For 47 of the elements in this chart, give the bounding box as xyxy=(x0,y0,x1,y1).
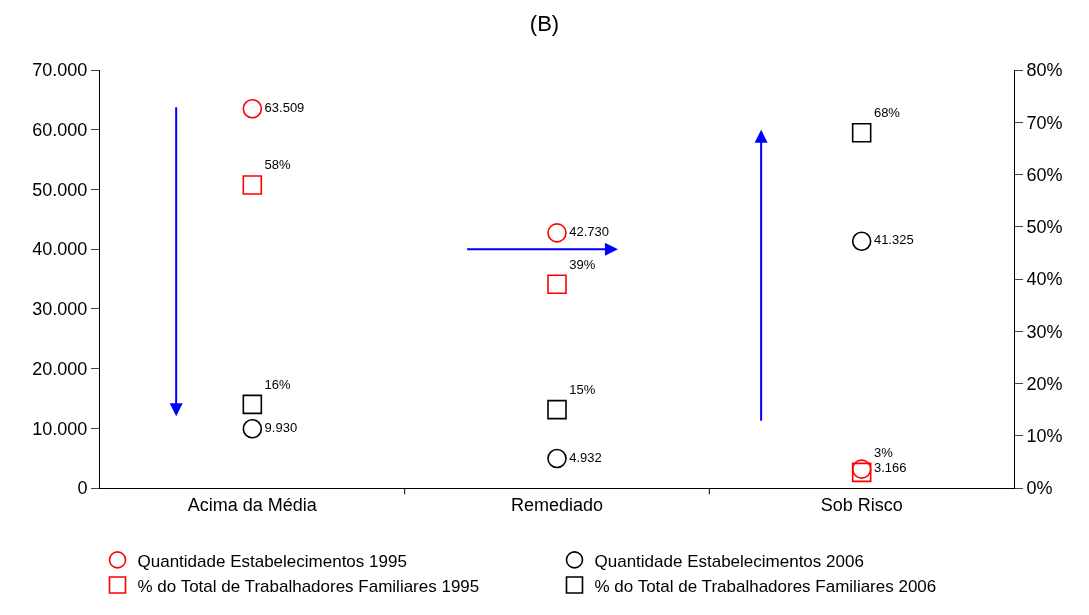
data-label: 3% xyxy=(873,444,894,460)
y2-tick-label: 20% xyxy=(1026,373,1063,394)
point xyxy=(547,274,567,295)
y2-tick-label: 40% xyxy=(1026,269,1063,290)
x-tick-label: Sob Risco xyxy=(820,494,903,515)
data-label: 16% xyxy=(264,376,292,392)
point xyxy=(547,448,567,469)
y-tick-label: 0 xyxy=(77,478,88,499)
point xyxy=(242,175,263,195)
y2-tick-label: 80% xyxy=(1026,60,1063,81)
point xyxy=(851,122,872,143)
data-label: 3.166 xyxy=(873,460,907,476)
point xyxy=(547,223,567,243)
point xyxy=(242,394,263,415)
y-tick-label: 30.000 xyxy=(32,299,88,320)
point xyxy=(242,98,263,119)
y2-tick-label: 50% xyxy=(1026,217,1063,238)
data-label: 15% xyxy=(569,382,596,398)
data-label: 4.932 xyxy=(569,449,602,465)
y2-tick-label: 10% xyxy=(1026,426,1063,447)
data-label: 39% xyxy=(569,256,596,272)
data-label: 41.325 xyxy=(873,232,914,248)
legend-label: % do Total de Trabalhadores Familiares 2006 xyxy=(594,576,937,596)
y-tick-label: 70.000 xyxy=(32,60,88,81)
x-tick-label: Remediado xyxy=(510,494,604,515)
y-tick-label: 10.000 xyxy=(32,418,88,439)
point xyxy=(242,418,263,439)
legend-label: Quantidade Estabelecimentos 2006 xyxy=(594,551,864,571)
data-label: 58% xyxy=(264,157,292,173)
data-label: 63.509 xyxy=(264,100,305,116)
y2-tick-label: 70% xyxy=(1026,112,1063,133)
y2-tick-label: 30% xyxy=(1026,321,1063,342)
x-tick-label: Acima da Média xyxy=(187,494,318,515)
y-tick-label: 20.000 xyxy=(32,358,88,379)
legend-label: % do Total de Trabalhadores Familiares 1995 xyxy=(137,576,480,596)
y-tick-label: 50.000 xyxy=(32,179,88,200)
y2-tick-label: 60% xyxy=(1026,164,1063,185)
point xyxy=(547,399,567,420)
data-label: 42.730 xyxy=(569,224,610,240)
data-label: 9.930 xyxy=(264,419,298,435)
data-label: 68% xyxy=(873,105,901,121)
y2-tick-label: 0% xyxy=(1026,478,1053,499)
y-tick-label: 40.000 xyxy=(32,239,88,260)
legend-label: Quantidade Estabelecimentos 1995 xyxy=(137,551,407,571)
y-tick-label: 60.000 xyxy=(32,120,88,141)
point xyxy=(851,231,872,252)
chart-title: (B) xyxy=(529,10,560,36)
